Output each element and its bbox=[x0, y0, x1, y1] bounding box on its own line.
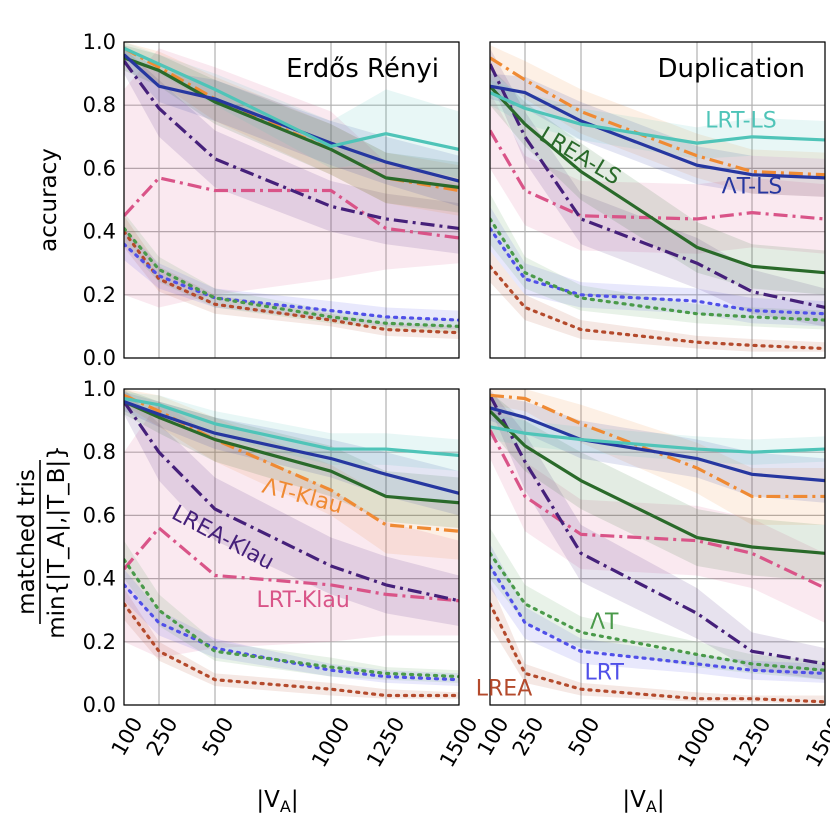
series-line-LREA-Klau bbox=[490, 394, 825, 666]
series-line-LRT-LS bbox=[124, 46, 459, 152]
x-tick-label: 1000 bbox=[307, 713, 355, 771]
series-line-LRT-Klau bbox=[124, 176, 459, 240]
band-ΛT bbox=[490, 193, 825, 330]
axes-frame bbox=[489, 41, 826, 359]
series-line-LREA-Klau bbox=[124, 60, 459, 231]
band-LREA-LS bbox=[490, 392, 825, 582]
x-axis-label: |VA| bbox=[256, 787, 298, 816]
axes-frame bbox=[489, 388, 826, 706]
band-LREA-LS bbox=[124, 389, 459, 529]
band-LREA-Klau bbox=[124, 389, 459, 626]
series-line-LRT bbox=[124, 583, 459, 682]
band-ΛT bbox=[490, 528, 825, 680]
band-LRT-Klau bbox=[490, 401, 825, 623]
band-LRT bbox=[490, 206, 825, 327]
series-line-LREA bbox=[490, 264, 825, 351]
band-LREA bbox=[124, 215, 459, 340]
y-tick-label: 0.8 bbox=[83, 93, 116, 117]
series-label-ΛT: ΛT bbox=[590, 610, 619, 635]
y-tick-label: 0.2 bbox=[83, 283, 116, 307]
y-tick-label: 0.2 bbox=[83, 630, 116, 654]
series-line-ΛT-LS bbox=[490, 84, 825, 180]
series-line-LRT bbox=[490, 564, 825, 675]
y-axis-label-fraction: matched tris min{|T_A|,|T_B|} bbox=[14, 445, 70, 639]
band-LREA-Klau bbox=[490, 389, 825, 680]
x-tick-label: 100 bbox=[473, 713, 514, 760]
panel-title: Erdős Rényi bbox=[286, 54, 439, 84]
y-tick-label: 1.0 bbox=[83, 377, 116, 401]
y-axis-label-accuracy: accuracy bbox=[36, 148, 62, 252]
series-line-ΛT bbox=[490, 551, 825, 672]
y-tick-label: 0.0 bbox=[83, 346, 116, 370]
panel-title: Duplication bbox=[658, 54, 805, 84]
fraction-numerator: matched tris bbox=[14, 469, 40, 615]
band-LRT-Klau bbox=[124, 48, 459, 308]
y-tick-label: 0.4 bbox=[83, 567, 116, 591]
band-ΛT-Klau bbox=[490, 45, 825, 197]
series-label-LREA: LREA bbox=[476, 677, 533, 702]
x-tick-label: 100 bbox=[107, 713, 148, 760]
series-line-LRT-LS bbox=[124, 396, 459, 457]
series-line-LRT bbox=[124, 242, 459, 322]
band-LREA-Klau bbox=[124, 48, 459, 254]
series-line-ΛT-Klau bbox=[124, 393, 459, 533]
band-LRT bbox=[124, 228, 459, 330]
series-line-LRT-LS bbox=[490, 91, 825, 145]
y-tick-label: 0.8 bbox=[83, 440, 116, 464]
y-tick-label: 1.0 bbox=[83, 30, 116, 54]
x-tick-label: 250 bbox=[142, 713, 183, 760]
series-line-ΛT bbox=[124, 226, 459, 328]
band-LREA-LS bbox=[490, 67, 825, 295]
series-label-LRT: LRT bbox=[585, 661, 625, 686]
series-label-LRT-Klau: LRT-Klau bbox=[257, 588, 350, 613]
series-line-ΛT-Klau bbox=[490, 393, 825, 499]
series-line-LREA bbox=[490, 602, 825, 704]
series-line-ΛT-LS bbox=[124, 53, 459, 183]
series-label-ΛT-LS: ΛT-LS bbox=[722, 175, 783, 200]
series-line-LREA-LS bbox=[124, 56, 459, 189]
band-LREA bbox=[124, 588, 459, 699]
series-line-LRT-Klau bbox=[490, 129, 825, 221]
series-line-ΛT bbox=[490, 217, 825, 322]
x-tick-label: 1250 bbox=[362, 713, 410, 771]
panel-0-0: 0.0 0.2 0.4 0.6 0.8 1.0 Erdős Rényi bbox=[83, 30, 460, 370]
band-LRT-LS bbox=[124, 392, 459, 472]
series-line-LRT bbox=[490, 226, 825, 316]
y-tick-label: 0.6 bbox=[83, 156, 116, 180]
y-tick-label: 0.4 bbox=[83, 220, 116, 244]
x-tick-label: 500 bbox=[198, 713, 239, 760]
series-label-LRT-LS: LRT-LS bbox=[705, 108, 777, 133]
series-line-ΛT bbox=[124, 558, 459, 679]
band-LRT-Klau bbox=[124, 401, 459, 658]
x-tick-label: 1500 bbox=[801, 713, 830, 771]
x-tick-label: 500 bbox=[564, 713, 605, 760]
series-line-LREA-LS bbox=[124, 400, 459, 505]
y-tick-label: 0.0 bbox=[83, 693, 116, 717]
x-tick-label: 250 bbox=[508, 713, 549, 760]
series-line-LRT-Klau bbox=[490, 429, 825, 590]
fraction-denominator: min{|T_A|,|T_B|} bbox=[44, 445, 70, 639]
series-line-LREA bbox=[124, 602, 459, 698]
series-line-ΛT-LS bbox=[124, 400, 459, 495]
series-line-LRT-LS bbox=[490, 425, 825, 454]
series-line-LREA-LS bbox=[490, 409, 825, 555]
series-line-LREA-Klau bbox=[490, 63, 825, 310]
axes-frame bbox=[123, 388, 460, 706]
x-tick-label: 1000 bbox=[673, 713, 721, 771]
band-LRT-LS bbox=[124, 42, 459, 178]
axes-frame bbox=[123, 41, 460, 359]
series-line-ΛT-LS bbox=[490, 406, 825, 483]
x-tick-label: 1250 bbox=[728, 713, 776, 771]
x-axis-label: |VA| bbox=[622, 787, 664, 816]
series-line-LREA-LS bbox=[490, 85, 825, 275]
y-tick-label: 0.6 bbox=[83, 503, 116, 527]
